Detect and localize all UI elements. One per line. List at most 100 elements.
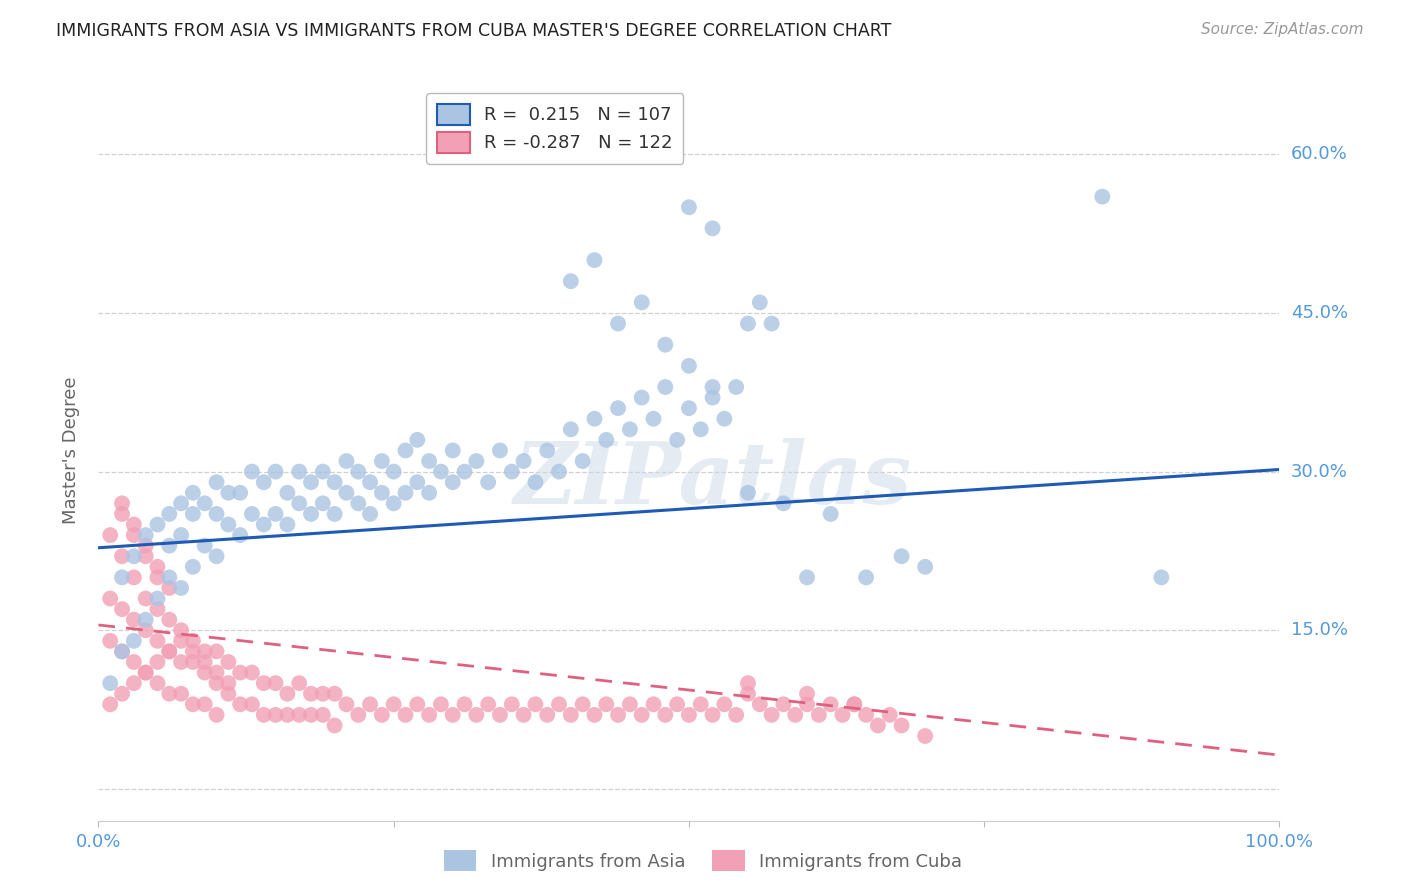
Point bbox=[194, 496, 217, 510]
Point bbox=[194, 698, 217, 712]
Point bbox=[394, 443, 416, 458]
Point bbox=[406, 698, 429, 712]
Point bbox=[205, 644, 228, 658]
Point bbox=[371, 707, 394, 722]
Y-axis label: Master's Degree: Master's Degree bbox=[62, 376, 80, 524]
Point bbox=[1150, 570, 1173, 584]
Point bbox=[98, 676, 121, 690]
Point bbox=[418, 485, 440, 500]
Point bbox=[312, 707, 335, 722]
Point bbox=[831, 707, 853, 722]
Point bbox=[205, 707, 228, 722]
Point bbox=[477, 698, 499, 712]
Point bbox=[844, 698, 866, 712]
Point bbox=[181, 633, 204, 648]
Point bbox=[583, 253, 606, 268]
Point bbox=[713, 698, 735, 712]
Point bbox=[571, 698, 593, 712]
Point bbox=[111, 644, 134, 658]
Point bbox=[359, 698, 381, 712]
Point bbox=[394, 485, 416, 500]
Point bbox=[111, 602, 134, 616]
Point bbox=[583, 411, 606, 425]
Point bbox=[299, 707, 322, 722]
Point bbox=[689, 698, 711, 712]
Point bbox=[702, 391, 724, 405]
Point bbox=[205, 549, 228, 564]
Point bbox=[607, 707, 630, 722]
Point bbox=[441, 443, 464, 458]
Point bbox=[194, 539, 217, 553]
Point bbox=[654, 337, 676, 351]
Point bbox=[536, 707, 558, 722]
Point bbox=[607, 317, 630, 331]
Point bbox=[135, 549, 157, 564]
Point bbox=[501, 698, 523, 712]
Point bbox=[725, 380, 748, 394]
Text: 30.0%: 30.0% bbox=[1291, 463, 1347, 481]
Point bbox=[382, 698, 405, 712]
Text: ZIPatlas: ZIPatlas bbox=[513, 438, 911, 522]
Point bbox=[630, 707, 652, 722]
Point bbox=[240, 507, 263, 521]
Point bbox=[1091, 189, 1114, 203]
Point bbox=[135, 624, 157, 638]
Point bbox=[205, 665, 228, 680]
Point bbox=[157, 570, 180, 584]
Point bbox=[560, 274, 582, 288]
Point bbox=[217, 517, 239, 532]
Point bbox=[737, 317, 759, 331]
Point bbox=[796, 687, 818, 701]
Point bbox=[146, 570, 169, 584]
Point bbox=[453, 465, 475, 479]
Point bbox=[98, 698, 121, 712]
Point bbox=[288, 465, 311, 479]
Point bbox=[229, 665, 252, 680]
Point bbox=[772, 496, 794, 510]
Point bbox=[264, 676, 287, 690]
Point bbox=[501, 465, 523, 479]
Point bbox=[666, 433, 689, 447]
Point bbox=[418, 454, 440, 468]
Point bbox=[135, 591, 157, 606]
Point bbox=[595, 433, 617, 447]
Point bbox=[465, 707, 488, 722]
Point bbox=[312, 687, 335, 701]
Point bbox=[914, 559, 936, 574]
Point bbox=[111, 496, 134, 510]
Point bbox=[820, 698, 842, 712]
Point bbox=[288, 496, 311, 510]
Point bbox=[772, 698, 794, 712]
Point bbox=[264, 507, 287, 521]
Point bbox=[548, 465, 571, 479]
Point bbox=[170, 633, 193, 648]
Point bbox=[146, 591, 169, 606]
Point bbox=[807, 707, 830, 722]
Point bbox=[477, 475, 499, 490]
Point bbox=[253, 676, 276, 690]
Point bbox=[122, 528, 145, 542]
Point bbox=[276, 687, 298, 701]
Legend: R =  0.215   N = 107, R = -0.287   N = 122: R = 0.215 N = 107, R = -0.287 N = 122 bbox=[426, 93, 683, 163]
Point bbox=[170, 581, 193, 595]
Point bbox=[394, 707, 416, 722]
Point bbox=[619, 422, 641, 436]
Point bbox=[194, 665, 217, 680]
Point bbox=[630, 391, 652, 405]
Point bbox=[181, 559, 204, 574]
Point bbox=[299, 475, 322, 490]
Point bbox=[689, 422, 711, 436]
Point bbox=[785, 707, 807, 722]
Point bbox=[489, 707, 512, 722]
Point bbox=[371, 454, 394, 468]
Point bbox=[406, 433, 429, 447]
Point bbox=[430, 698, 453, 712]
Point bbox=[157, 687, 180, 701]
Point bbox=[229, 698, 252, 712]
Point bbox=[666, 698, 689, 712]
Point bbox=[253, 517, 276, 532]
Point bbox=[796, 570, 818, 584]
Point bbox=[335, 485, 357, 500]
Point bbox=[217, 687, 239, 701]
Point bbox=[335, 454, 357, 468]
